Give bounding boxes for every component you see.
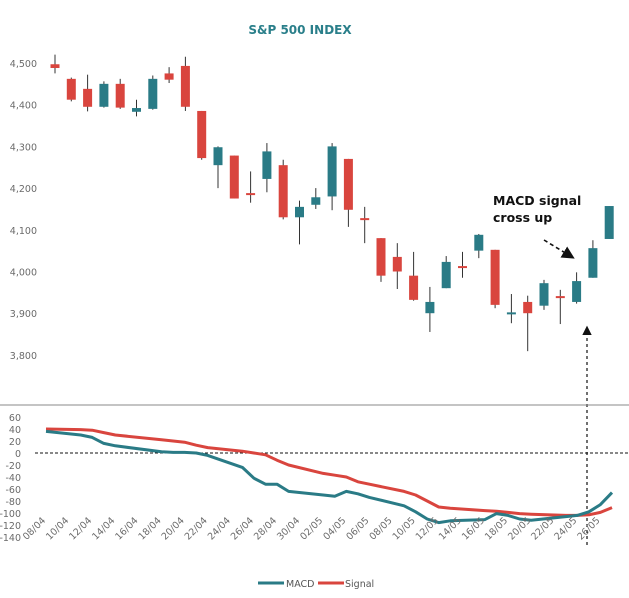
y-tick-label: 4,500 bbox=[10, 59, 37, 70]
x-tick-label: 20/04 bbox=[160, 515, 187, 542]
candle-body bbox=[425, 301, 435, 314]
series-line-signal bbox=[45, 427, 613, 517]
chart-title: S&P 500 INDEX bbox=[248, 23, 352, 37]
candle-body bbox=[572, 281, 582, 302]
x-tick-label: 02/05 bbox=[298, 515, 325, 542]
y-tick-label: 4,100 bbox=[10, 226, 37, 237]
annotation-arrow bbox=[543, 239, 575, 259]
x-tick-label: 14/04 bbox=[90, 515, 117, 542]
candle-body bbox=[555, 296, 565, 299]
x-tick-label: 12/04 bbox=[67, 515, 94, 542]
y-tick-label: 3,900 bbox=[10, 309, 37, 320]
macd-y-tick-label: 20 bbox=[9, 437, 21, 448]
candle-body bbox=[360, 218, 370, 221]
x-tick-label: 28/04 bbox=[252, 515, 279, 542]
candle-body bbox=[278, 165, 288, 218]
candle-body bbox=[66, 78, 76, 100]
y-tick-label: 4,300 bbox=[10, 142, 37, 153]
candle-body bbox=[83, 88, 93, 107]
y-tick-label: 4,200 bbox=[10, 184, 37, 195]
candle-body bbox=[262, 151, 272, 179]
macd-y-tick-label: -40 bbox=[5, 473, 21, 484]
x-tick-label: 22/04 bbox=[183, 515, 210, 542]
macd-y-tick-label: -120 bbox=[0, 521, 21, 532]
annotation-line-1: MACD signal bbox=[493, 193, 581, 208]
macd-y-tick-label: -140 bbox=[0, 533, 21, 544]
y-tick-label: 4,000 bbox=[10, 268, 37, 279]
candle-body bbox=[458, 266, 467, 269]
series-line-macd bbox=[45, 429, 614, 525]
candle-body bbox=[392, 256, 402, 272]
x-tick-label: 10/05 bbox=[391, 515, 418, 542]
candle-body bbox=[588, 248, 598, 278]
candle-body bbox=[327, 146, 337, 197]
macd-y-tick-label: -80 bbox=[5, 497, 21, 508]
legend-signal-label: Signal bbox=[345, 579, 374, 590]
candle-body bbox=[115, 83, 125, 108]
candle-body bbox=[99, 83, 109, 107]
candle-body bbox=[295, 206, 304, 218]
x-tick-label: 16/04 bbox=[113, 515, 140, 542]
price-y-axis: 3,800 3,900 4,000 4,100 4,200 4,300 4,400 4,500 bbox=[10, 59, 37, 362]
candle-body bbox=[409, 275, 419, 300]
candle-body bbox=[311, 197, 321, 205]
annotation-line-2: cross up bbox=[493, 210, 552, 225]
candles bbox=[50, 54, 614, 352]
x-tick-label: 30/04 bbox=[275, 515, 302, 542]
macd-y-tick-label: -60 bbox=[5, 485, 21, 496]
macd-y-tick-label: 60 bbox=[9, 413, 21, 424]
candle-body bbox=[539, 283, 549, 306]
y-tick-label: 4,400 bbox=[10, 101, 37, 112]
candle-body bbox=[523, 301, 533, 314]
y-tick-label: 3,800 bbox=[10, 351, 37, 362]
x-tick-label: 10/04 bbox=[44, 515, 71, 542]
x-tick-label: 06/05 bbox=[344, 515, 371, 542]
macd-lines bbox=[45, 427, 614, 525]
x-tick-label: 08/05 bbox=[368, 515, 395, 542]
x-tick-label: 24/05 bbox=[552, 515, 579, 542]
macd-y-tick-label: 0 bbox=[15, 449, 21, 460]
candle-body bbox=[490, 249, 500, 305]
x-tick-label: 26/04 bbox=[229, 515, 256, 542]
candle-body bbox=[506, 312, 516, 315]
candle-body bbox=[343, 158, 353, 210]
candle-body bbox=[213, 147, 223, 166]
candle-body bbox=[132, 108, 141, 112]
candle-body bbox=[376, 238, 386, 276]
macd-y-tick-label: -20 bbox=[5, 461, 21, 472]
candle-body bbox=[441, 261, 451, 289]
candle-body bbox=[474, 234, 484, 251]
macd-y-tick-label: 40 bbox=[9, 425, 21, 436]
x-tick-label: 18/04 bbox=[136, 515, 163, 542]
legend-macd-label: MACD bbox=[286, 579, 314, 590]
x-tick-label: 26/05 bbox=[575, 515, 602, 542]
macd-y-tick-label: -100 bbox=[0, 509, 21, 520]
candle-body bbox=[164, 73, 174, 80]
candle-body bbox=[197, 110, 207, 159]
date-x-axis: 08/0410/0412/0414/0416/0418/0420/0422/04… bbox=[21, 515, 603, 542]
candle-body bbox=[148, 78, 158, 109]
candle-body bbox=[604, 206, 614, 239]
x-tick-label: 08/04 bbox=[21, 515, 48, 542]
candle-body bbox=[180, 65, 190, 107]
legend: MACD Signal bbox=[258, 579, 374, 590]
x-tick-label: 04/05 bbox=[321, 515, 348, 542]
x-tick-label: 24/04 bbox=[206, 515, 233, 542]
candle-body bbox=[246, 193, 256, 196]
candle-body bbox=[229, 155, 239, 199]
candle-body bbox=[50, 64, 60, 69]
